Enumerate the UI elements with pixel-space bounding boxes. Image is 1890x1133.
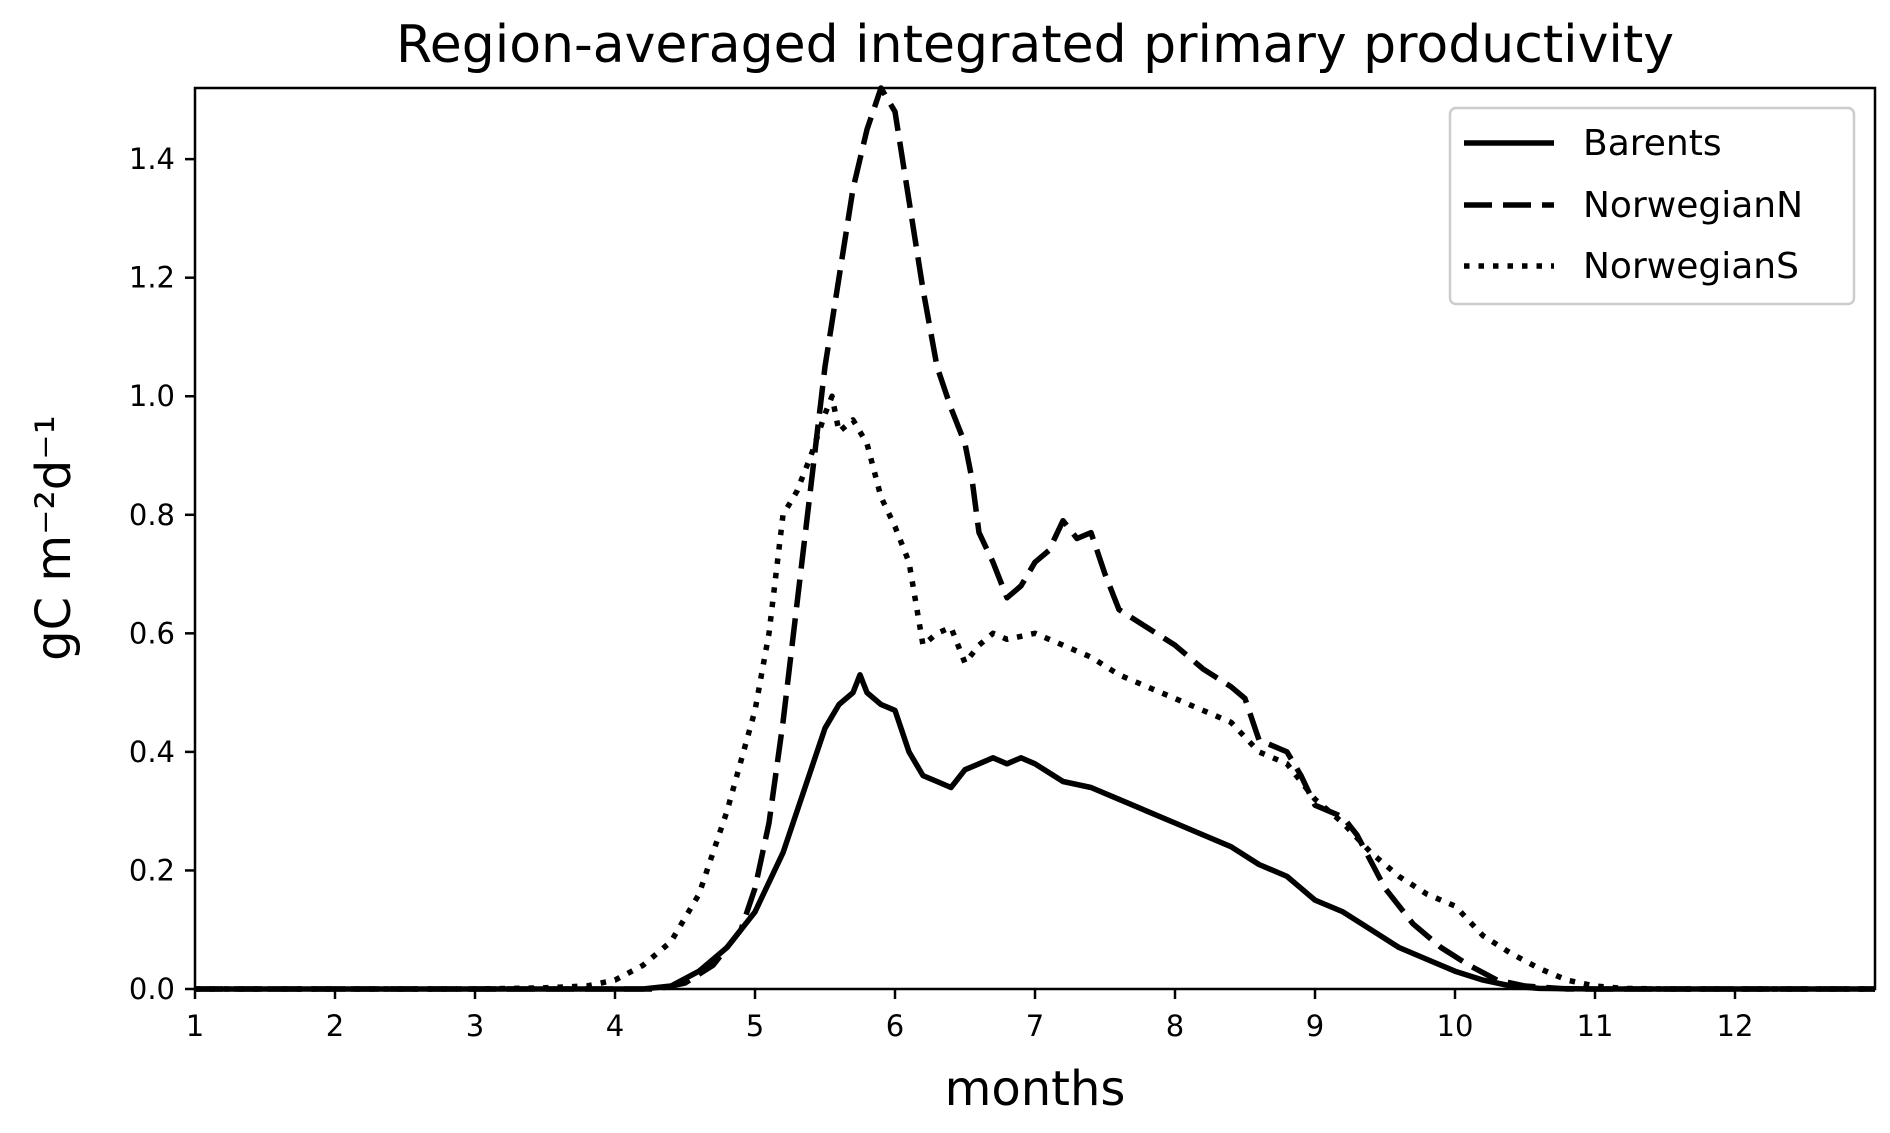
x-tick-label: 12: [1717, 1009, 1754, 1043]
x-tick-label: 9: [1306, 1009, 1324, 1043]
legend-entry-barents: Barents: [1464, 123, 1722, 164]
series-layer: [195, 85, 1875, 992]
x-tick-label: 5: [746, 1009, 764, 1043]
x-tick-label: 8: [1166, 1009, 1184, 1043]
y-tick-label: 0.8: [129, 498, 175, 532]
series-line-norwegians: [195, 393, 1875, 992]
y-tick-label: 1.4: [129, 142, 175, 176]
legend-entry-norwegians: NorwegianS: [1464, 246, 1799, 287]
x-tick-label: 4: [606, 1009, 624, 1043]
x-tick-label: 6: [886, 1009, 904, 1043]
x-tick-label: 3: [466, 1009, 484, 1043]
legend-entry-norwegiann: NorwegianN: [1464, 185, 1803, 226]
y-axis-label: gC m⁻²d⁻¹: [26, 415, 82, 661]
chart-title: Region-averaged integrated primary produ…: [396, 15, 1674, 75]
series-line-barents: [195, 672, 1875, 992]
y-tick-label: 1.0: [129, 379, 175, 413]
plot-area: [193, 85, 1877, 992]
y-tick-label: 1.2: [129, 261, 175, 295]
x-tick-label: 1: [186, 1009, 204, 1043]
y-axis: 0.0 0.2 0.4 0.6 0.8 1.0 1.2 1.4: [129, 142, 195, 1006]
y-tick-label: 0.6: [129, 616, 175, 650]
x-tick-label: 11: [1577, 1009, 1614, 1043]
legend-frame: [1448, 106, 1856, 306]
x-axis-label: months: [945, 1061, 1126, 1117]
legend-label-norwegians: NorwegianS: [1583, 246, 1799, 287]
legend-label-barents: Barents: [1583, 123, 1722, 164]
legend-label-norwegiann: NorwegianN: [1583, 185, 1803, 226]
y-tick-label: 0.2: [129, 853, 175, 887]
y-tick-label: 0.0: [129, 972, 175, 1006]
x-tick-label: 2: [326, 1009, 344, 1043]
x-tick-label: 10: [1437, 1009, 1474, 1043]
x-axis: 1 2 3 4 5 6 7 8 9 10 11 12: [186, 989, 1754, 1043]
legend: Barents NorwegianN NorwegianS: [1448, 106, 1856, 306]
y-tick-label: 0.4: [129, 735, 175, 769]
x-tick-label: 7: [1026, 1009, 1044, 1043]
series-line-norwegiann: [195, 85, 1875, 992]
